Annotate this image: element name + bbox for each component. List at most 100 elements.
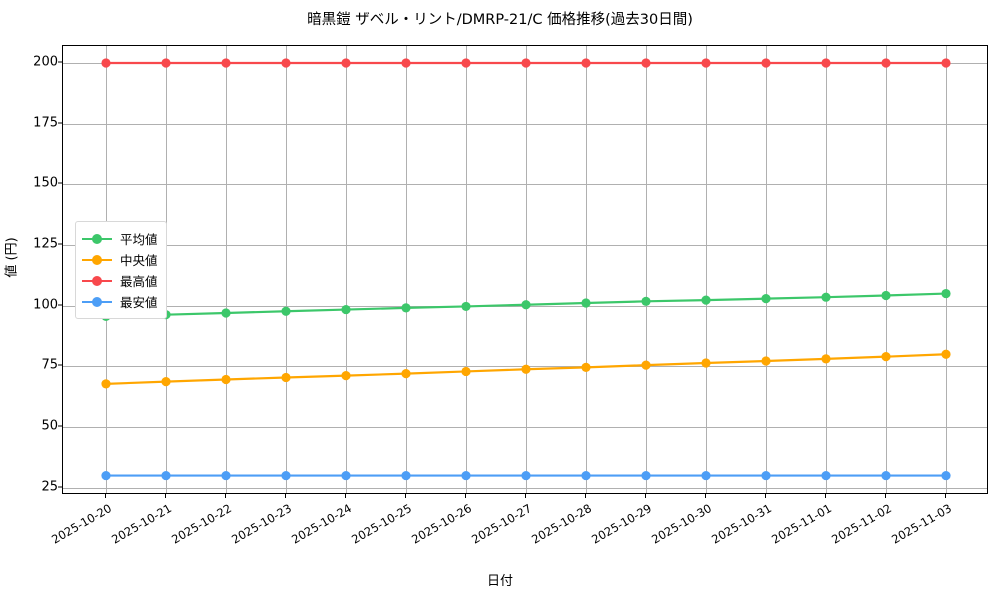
legend-marker-icon [92,254,102,265]
gridline-horizontal [63,184,987,186]
series-marker [761,356,771,366]
x-axis-tick-label: 2025-10-25 [349,501,414,547]
x-axis-tick-mark [465,494,467,498]
chart-title: 暗黒鎧 ザベル・リント/DMRP-21/C 価格推移(過去30日間) [307,12,693,28]
x-axis-tick-mark [885,494,887,498]
series-marker [821,58,831,68]
x-axis-tick-label: 2025-10-23 [229,501,294,547]
legend-color-swatch [82,296,112,308]
series-marker [161,377,171,387]
series-marker [821,292,831,302]
legend-label: 最高値 [120,274,158,289]
series-marker [281,372,291,383]
legend-color-swatch [82,254,112,266]
legend-label: 中央値 [120,253,158,268]
y-axis-tick-mark [58,486,62,488]
x-axis-tick-label: 2025-10-21 [109,501,174,547]
series-marker [341,470,351,481]
legend-item[interactable]: 最安値 [82,291,158,312]
x-axis-tick-mark [285,494,287,498]
y-axis-tick-label: 200 [33,54,58,70]
legend-item[interactable]: 最高値 [82,270,158,291]
series-marker [101,379,111,389]
x-axis-tick-mark [405,494,407,498]
x-axis-tick-mark [525,494,527,498]
y-axis-tick-mark [58,304,62,306]
series-marker [881,290,891,301]
x-axis-tick-label: 2025-10-22 [169,501,234,547]
gridline-vertical [886,46,887,493]
series-marker [701,58,711,68]
series-marker [941,349,951,359]
x-axis-tick-mark [705,494,707,498]
gridline-vertical [526,46,527,493]
series-marker [881,470,891,481]
series-plot [101,58,951,481]
series-marker [581,470,591,481]
x-axis-tick-mark [165,494,167,498]
gridline-horizontal [63,245,987,246]
x-axis-tick-label: 2025-11-01 [769,501,834,547]
y-axis-tick-mark [58,182,62,184]
gridline-vertical [586,46,587,493]
series-marker [941,470,951,481]
series-marker [761,470,771,481]
x-axis-tick-mark [765,494,767,498]
series-marker [641,470,651,481]
legend-label: 最安値 [120,295,158,310]
y-axis-tick-label: 50 [41,418,58,434]
series-marker [941,58,951,68]
legend-marker-icon [92,296,102,307]
series-marker [101,470,111,481]
series-marker [221,308,231,318]
x-axis-tick-label: 2025-10-31 [709,501,774,547]
plot-area [62,45,988,494]
x-axis-tick-mark [825,494,827,498]
series-marker [521,470,531,481]
gridline-vertical [406,46,407,493]
x-axis-tick-mark [585,494,587,498]
legend-item[interactable]: 平均値 [82,228,158,249]
series-marker [521,300,531,310]
x-axis-tick-label: 2025-10-30 [649,501,714,547]
x-axis-tick-label: 2025-10-29 [589,501,654,547]
x-axis-tick-label: 2025-11-02 [829,501,894,547]
gridline-vertical [766,46,767,493]
series-marker [521,364,531,374]
gridline-vertical [286,46,287,493]
y-axis-tick-mark [58,61,62,63]
series-marker [581,362,591,372]
legend-label: 平均値 [120,232,158,247]
series-marker [161,58,171,68]
gridline-vertical [226,46,227,493]
series-marker [821,354,831,364]
series-marker [581,58,591,68]
series-marker [581,298,591,308]
series-marker [461,470,471,481]
series-marker [341,58,351,68]
legend-color-swatch [82,275,112,287]
series-marker [701,295,711,305]
y-axis-tick-mark [58,122,62,124]
y-axis-tick-label: 25 [41,479,58,495]
y-axis-tick-label: 150 [33,175,58,191]
series-marker [401,470,411,481]
series-marker [461,58,471,68]
series-marker [881,352,891,362]
series-marker [461,366,471,377]
series-marker [941,288,951,299]
x-axis-tick-mark [345,494,347,498]
x-axis-tick-label: 2025-10-27 [469,501,534,547]
series-marker [761,58,771,68]
series-marker [221,58,231,68]
series-marker [701,470,711,481]
x-axis-tick-label: 2025-10-24 [289,501,354,547]
series-marker [401,58,411,68]
legend-item[interactable]: 中央値 [82,249,158,270]
series-marker [341,370,351,381]
x-axis-tick-mark [105,494,107,498]
gridline-vertical [946,46,947,493]
y-axis-tick-labels: 25 50 75 100 125 150 175 200 [0,0,58,600]
series-marker [641,360,651,370]
